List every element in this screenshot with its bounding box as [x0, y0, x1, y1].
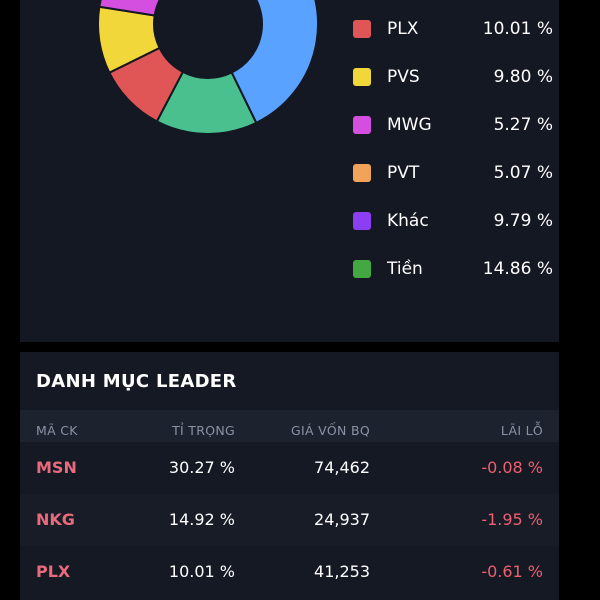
row-avg-cost: 41,253	[314, 562, 370, 581]
header-symbol[interactable]: MÃ CK	[36, 423, 78, 438]
row-symbol[interactable]: PLX	[36, 562, 71, 581]
legend-item: PLX 10.01 %	[353, 14, 553, 44]
legend-label: PVS	[387, 67, 420, 87]
legend-swatch	[353, 212, 371, 230]
legend-value: 14.86 %	[482, 259, 553, 279]
legend-swatch	[353, 164, 371, 182]
row-pnl: -0.08 %	[481, 458, 543, 477]
legend-item: PVS 9.80 %	[353, 62, 553, 92]
row-symbol[interactable]: NKG	[36, 510, 75, 529]
row-weight: 30.27 %	[168, 458, 235, 477]
header-weight[interactable]: TỈ TRỌNG	[172, 423, 235, 438]
legend-value: 9.79 %	[493, 211, 553, 231]
legend-label: PLX	[387, 19, 419, 39]
legend-swatch	[353, 68, 371, 86]
table-row[interactable]: MSN 30.27 % 74,462 -0.08 %	[20, 442, 559, 494]
legend-swatch	[353, 20, 371, 38]
legend-swatch	[353, 260, 371, 278]
legend-value: 5.07 %	[493, 163, 553, 183]
legend-swatch	[353, 116, 371, 134]
row-weight: 14.92 %	[168, 510, 235, 529]
row-avg-cost: 74,462	[314, 458, 370, 477]
legend-value: 5.27 %	[493, 115, 553, 135]
row-pnl: -0.61 %	[481, 562, 543, 581]
portfolio-title: DANH MỤC LEADER	[36, 371, 237, 392]
row-weight: 10.01 %	[168, 562, 235, 581]
row-pnl: -1.95 %	[481, 510, 543, 529]
legend-value: 10.01 %	[482, 19, 553, 39]
legend-value: 9.80 %	[493, 67, 553, 87]
allocation-panel: PLX 10.01 % PVS 9.80 % MWG 5.27 % PVT 5.…	[20, 0, 559, 342]
legend-item: MWG 5.27 %	[353, 110, 553, 140]
header-pnl[interactable]: LÃI LỖ	[500, 423, 543, 438]
legend-item: Khác 9.79 %	[353, 206, 553, 236]
legend-label: Khác	[387, 211, 429, 231]
row-avg-cost: 24,937	[314, 510, 370, 529]
header-avg-cost[interactable]: GIÁ VỐN BQ	[290, 423, 370, 438]
table-row[interactable]: PLX 10.01 % 41,253 -0.61 %	[20, 546, 559, 598]
row-symbol[interactable]: MSN	[36, 458, 77, 477]
donut-slice-msn[interactable]	[230, 0, 319, 125]
legend-label: PVT	[387, 163, 420, 183]
table-row[interactable]: NKG 14.92 % 24,937 -1.95 %	[20, 494, 559, 546]
portfolio-panel: DANH MỤC LEADER MÃ CK TỈ TRỌNG GIÁ VỐN B…	[20, 352, 559, 600]
legend-label: Tiền	[387, 259, 423, 279]
allocation-donut-chart	[97, 0, 319, 135]
legend-label: MWG	[387, 115, 432, 135]
legend-item: PVT 5.07 %	[353, 158, 553, 188]
legend-item: Tiền 14.86 %	[353, 254, 553, 284]
donut-slice-mwg[interactable]	[98, 0, 161, 17]
